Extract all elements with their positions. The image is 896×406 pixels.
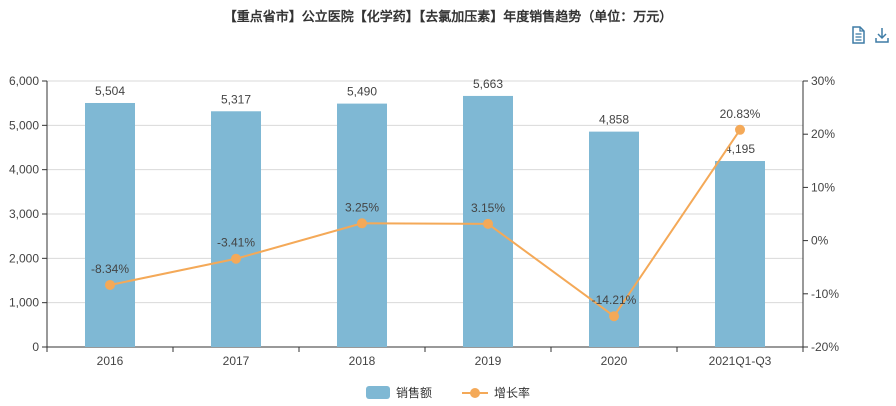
growth-point	[357, 218, 367, 229]
y-right-tick-label: 30%	[811, 74, 835, 88]
legend-bar-swatch	[365, 386, 390, 399]
y-left-tick-label: 4,000	[9, 163, 39, 177]
bar-value-label: 4,858	[599, 113, 629, 127]
legend-label-sales: 销售额	[395, 386, 432, 400]
x-tick-label: 2020	[601, 354, 628, 368]
bar-value-label: 5,490	[347, 85, 377, 99]
chart-title: 【重点省市】公立医院【化学药】【去氯加压素】年度销售趋势（单位：万元）	[223, 9, 673, 24]
legend-line-swatch	[462, 386, 488, 399]
y-right-tick-label: -10%	[811, 287, 839, 301]
bar-value-label: 5,317	[221, 92, 251, 106]
growth-value-label: 3.25%	[345, 200, 379, 214]
bar-value-label: 5,663	[473, 77, 503, 91]
y-left-tick-label: 2,000	[9, 251, 39, 265]
y-left-tick-label: 3,000	[9, 207, 39, 221]
growth-value-label: 20.83%	[720, 107, 761, 121]
y-left-tick-label: 6,000	[9, 74, 39, 88]
y-left-tick-label: 0	[32, 340, 39, 354]
growth-value-label: 3.15%	[471, 201, 505, 215]
y-right-tick-label: -20%	[811, 340, 839, 354]
growth-value-label: -14.21%	[592, 293, 637, 307]
bar	[211, 111, 261, 347]
x-tick-label: 2019	[475, 354, 502, 368]
x-tick-label: 2017	[223, 354, 250, 368]
chart-plot: 0 1,000 2,000 3,000 4,000 5,000 6,000 -20% -10% 0…	[9, 74, 839, 368]
y-right-tick-label: 0%	[811, 234, 829, 248]
growth-value-label: -3.41%	[217, 236, 255, 250]
bar-value-label: 5,504	[95, 84, 125, 98]
bar	[589, 131, 639, 347]
y-right-tick-label: 10%	[811, 180, 835, 194]
bar-value-label: 4,195	[725, 142, 755, 156]
document-icon[interactable]	[850, 26, 868, 46]
x-tick-label: 2018	[349, 354, 376, 368]
growth-point	[231, 253, 241, 264]
growth-point	[483, 218, 493, 229]
legend-label-growth: 增长率	[494, 386, 531, 400]
bar	[715, 161, 765, 347]
growth-point	[735, 124, 745, 135]
growth-point	[105, 279, 115, 290]
growth-point	[609, 311, 619, 322]
y-left-tick-label: 1,000	[9, 296, 39, 310]
bar	[85, 102, 135, 347]
x-tick-label: 2021Q1-Q3	[709, 354, 772, 368]
y-left-tick-label: 5,000	[9, 118, 39, 132]
legend-item-growth[interactable]: 增长率	[462, 384, 530, 401]
y-right-tick-label: 20%	[811, 127, 835, 141]
download-icon[interactable]	[874, 26, 892, 46]
growth-value-label: -8.34%	[91, 262, 129, 276]
growth-line	[109, 129, 741, 318]
x-tick-label: 2016	[97, 354, 124, 368]
legend-item-sales[interactable]: 销售额	[365, 384, 432, 401]
legend: 销售额 增长率	[0, 384, 896, 401]
